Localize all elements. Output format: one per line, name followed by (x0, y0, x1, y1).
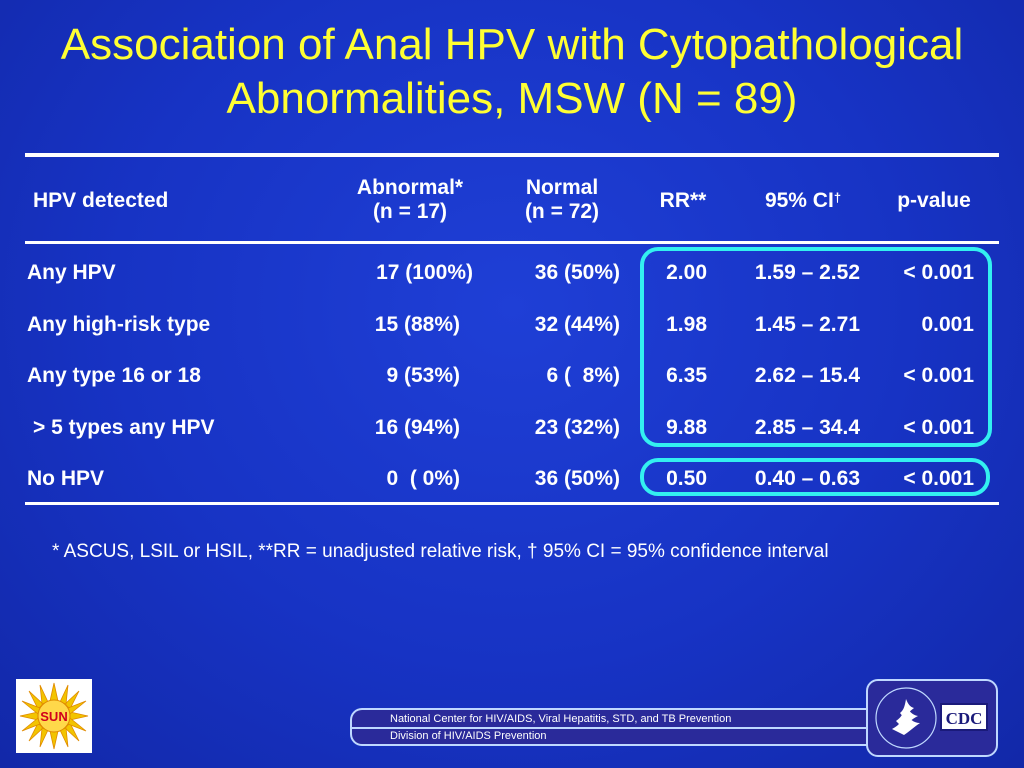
sun-logo-text: SUN (40, 709, 67, 724)
row-rr: 0.50 (666, 467, 707, 490)
header-pvalue: p-value (897, 189, 971, 212)
header-normal-n: (n = 72) (524, 200, 600, 223)
header-bottom-rule (25, 241, 999, 244)
footer-center-line1: National Center for HIV/AIDS, Viral Hepa… (390, 713, 732, 725)
row-rr: 1.98 (666, 313, 707, 336)
row-pvalue: 0.001 (921, 313, 974, 336)
row-normal: 36 (50%) (534, 467, 620, 490)
row-abnormal: 16 (94%) (374, 416, 460, 439)
row-pvalue: < 0.001 (903, 261, 974, 284)
cdc-logo: CDC (940, 703, 988, 731)
header-abnormal: Abnormal* (n = 17) (330, 176, 490, 224)
header-hpv-detected: HPV detected (33, 189, 169, 212)
table-bottom-rule (25, 502, 999, 505)
header-ci: 95% CI† (733, 189, 873, 213)
row-pvalue: < 0.001 (903, 467, 974, 490)
row-rr: 9.88 (666, 416, 707, 439)
row-abnormal: 0 ( 0%) (386, 467, 460, 490)
header-ci-label: 95% CI (764, 189, 834, 212)
title-line-2: Abnormalities, MSW (N = 89) (226, 74, 798, 123)
row-rr: 2.00 (666, 261, 707, 284)
hhs-eagle-icon (875, 687, 937, 749)
row-abnormal: 17 (100%) (376, 261, 473, 284)
row-normal: 6 ( 8%) (546, 364, 620, 387)
row-normal: 23 (32%) (534, 416, 620, 439)
row-ci: 1.45 – 2.71 (754, 313, 860, 336)
row-ci: 2.85 – 34.4 (754, 416, 860, 439)
header-abnormal-label: Abnormal* (356, 176, 464, 199)
header-normal: Normal (n = 72) (492, 176, 632, 224)
table-top-rule (25, 153, 999, 157)
row-abnormal: 15 (88%) (374, 313, 460, 336)
highlight-box-positive-rows (640, 247, 992, 447)
row-label: No HPV (27, 467, 105, 490)
row-abnormal: 9 (53%) (386, 364, 460, 387)
row-ci: 1.59 – 2.52 (754, 261, 860, 284)
hhs-cdc-logo-box: CDC (866, 679, 998, 757)
row-pvalue: < 0.001 (903, 416, 974, 439)
slide-title: Association of Anal HPV with Cytopatholo… (0, 18, 1024, 126)
header-normal-label: Normal (525, 176, 599, 199)
row-normal: 36 (50%) (534, 261, 620, 284)
row-rr: 6.35 (666, 364, 707, 387)
header-abnormal-n: (n = 17) (372, 200, 448, 223)
row-normal: 32 (44%) (534, 313, 620, 336)
sun-study-logo: SUN (16, 679, 92, 753)
header-ci-dagger: † (833, 190, 842, 205)
footer-center-line2: Division of HIV/AIDS Prevention (390, 730, 547, 742)
row-label: > 5 types any HPV (33, 416, 215, 439)
row-pvalue: < 0.001 (903, 364, 974, 387)
footer-banner-divider (352, 727, 880, 729)
row-ci: 2.62 – 15.4 (754, 364, 860, 387)
highlight-box-no-hpv-row (640, 458, 990, 496)
row-label: Any high-risk type (27, 313, 211, 336)
footnote: * ASCUS, LSIL or HSIL, **RR = unadjusted… (52, 541, 829, 562)
sun-icon: SUN (19, 682, 89, 750)
header-rr: RR** (659, 189, 707, 212)
row-label: Any HPV (27, 261, 116, 284)
footer-banner: National Center for HIV/AIDS, Viral Hepa… (350, 708, 880, 746)
row-ci: 0.40 – 0.63 (754, 467, 860, 490)
row-label: Any type 16 or 18 (27, 364, 201, 387)
title-line-1: Association of Anal HPV with Cytopatholo… (60, 20, 964, 69)
